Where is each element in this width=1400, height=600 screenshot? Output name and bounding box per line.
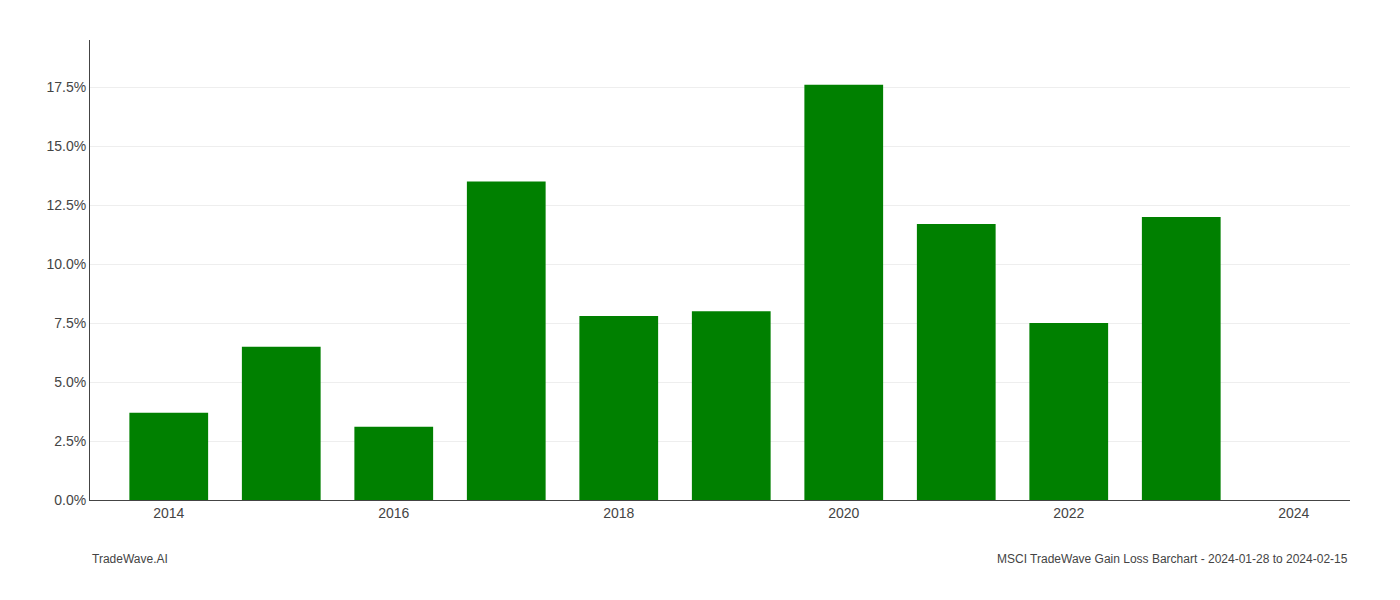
svg-text:7.5%: 7.5% xyxy=(54,315,86,331)
svg-text:10.0%: 10.0% xyxy=(46,256,86,272)
svg-text:TradeWave.AI: TradeWave.AI xyxy=(92,552,168,566)
svg-text:2024: 2024 xyxy=(1278,505,1309,521)
svg-text:17.5%: 17.5% xyxy=(46,79,86,95)
svg-text:2.5%: 2.5% xyxy=(54,433,86,449)
svg-text:2022: 2022 xyxy=(1053,505,1084,521)
svg-text:12.5%: 12.5% xyxy=(46,197,86,213)
svg-text:2020: 2020 xyxy=(828,505,859,521)
svg-text:2016: 2016 xyxy=(378,505,409,521)
svg-text:5.0%: 5.0% xyxy=(54,374,86,390)
svg-text:0.0%: 0.0% xyxy=(54,492,86,508)
svg-text:2018: 2018 xyxy=(603,505,634,521)
svg-text:2014: 2014 xyxy=(153,505,184,521)
svg-text:MSCI TradeWave Gain Loss Barch: MSCI TradeWave Gain Loss Barchart - 2024… xyxy=(997,552,1348,566)
svg-text:15.0%: 15.0% xyxy=(46,138,86,154)
